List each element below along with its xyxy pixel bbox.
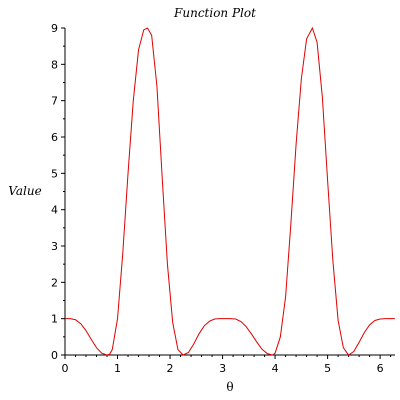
series-group (65, 26, 395, 356)
x-tick-label-1: 1 (114, 362, 121, 375)
x-axis-label: θ (226, 380, 233, 394)
y-tick-label-2: 2 (51, 276, 58, 289)
x-tick-label-0: 0 (62, 362, 69, 375)
axes (64, 28, 395, 356)
y-tick-label-3: 3 (51, 240, 58, 253)
y-tick-label-1: 1 (51, 313, 58, 326)
y-axis-label: Value (8, 184, 41, 198)
ticks: 0 1 2 3 4 5 6 7 8 9 0 1 2 3 4 5 6 (51, 22, 392, 375)
y-tick-label-0: 0 (51, 349, 58, 362)
y-tick-label-7: 7 (51, 95, 58, 108)
x-tick-label-4: 4 (272, 362, 279, 375)
y-tick-label-8: 8 (51, 58, 58, 71)
x-tick-label-2: 2 (167, 362, 174, 375)
y-tick-label-6: 6 (51, 131, 58, 144)
y-tick-label-4: 4 (51, 204, 58, 217)
x-tick-label-5: 5 (324, 362, 331, 375)
series-line-0 (65, 26, 395, 356)
x-tick-label-6: 6 (377, 362, 384, 375)
chart-title: Function Plot (173, 6, 256, 20)
x-tick-label-3: 3 (219, 362, 226, 375)
y-tick-label-9: 9 (51, 22, 58, 35)
y-tick-label-5: 5 (51, 167, 58, 180)
